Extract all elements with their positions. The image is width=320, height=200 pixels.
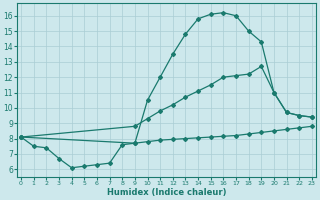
X-axis label: Humidex (Indice chaleur): Humidex (Indice chaleur) bbox=[107, 188, 226, 197]
